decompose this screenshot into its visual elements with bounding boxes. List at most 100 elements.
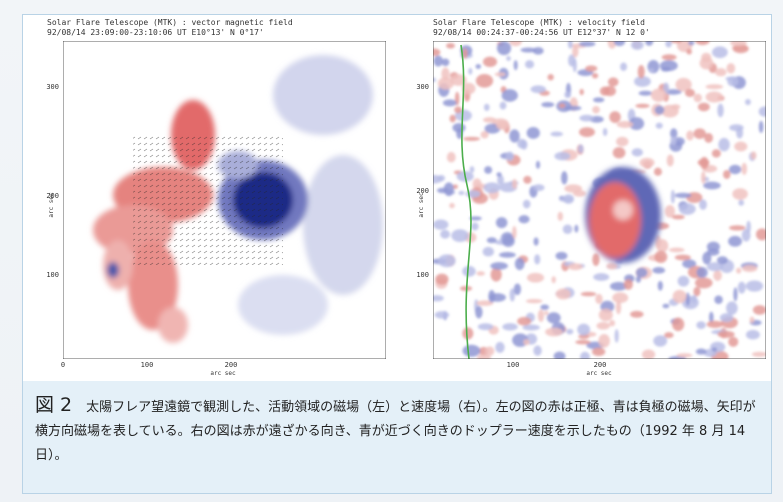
figure-images: Solar Flare Telescope (MTK) : vector mag… [23, 15, 771, 381]
velocity-cell [654, 168, 662, 176]
velocity-cell [579, 115, 594, 122]
velocity-cell [575, 340, 590, 345]
velocity-cell [435, 274, 448, 285]
velocity-cell [574, 225, 578, 233]
velocity-cell [695, 277, 713, 288]
velocity-cell [463, 137, 480, 141]
velocity-cell [616, 137, 628, 147]
velocity-cell [746, 330, 760, 340]
velocity-cell [471, 223, 478, 231]
velocity-cell [592, 347, 605, 356]
velocity-cell [438, 254, 456, 267]
velocity-cell [655, 106, 665, 115]
velocity-cell [670, 136, 676, 145]
velocity-cell [559, 103, 566, 107]
velocity-cell [654, 251, 667, 263]
velocity-cell [534, 254, 540, 264]
caption-box: 図 2太陽フレア望遠鏡で観測した、活動領域の磁場（左）と速度場（右）。左の図の赤… [23, 381, 771, 493]
velocity-cell [635, 104, 649, 108]
velocity-cell [609, 320, 615, 326]
velocity-cell [577, 324, 590, 336]
velocity-cell [704, 133, 713, 143]
velocity-cell [561, 171, 568, 184]
velocity-cell [685, 89, 695, 97]
velocity-cell [506, 152, 514, 162]
velocity-cell [727, 63, 736, 74]
velocity-cell [527, 127, 540, 139]
velocity-cell [723, 170, 731, 179]
velocity-cell [545, 328, 563, 337]
velocity-cell [463, 345, 481, 357]
velocity-cell [734, 142, 747, 152]
velocity-cell [632, 148, 643, 156]
velocity-cell [490, 262, 508, 270]
velocity-cell [730, 40, 747, 47]
spot-ring [585, 167, 661, 263]
velocity-cell [451, 229, 468, 242]
velocity-cell [717, 256, 728, 264]
velocity-cell [526, 299, 543, 303]
velocity-cell [667, 155, 674, 167]
velocity-cell [706, 84, 723, 89]
velocity-cell [617, 121, 633, 128]
velocity-cell [578, 144, 583, 153]
velocity-cell [509, 129, 519, 142]
velocity-cell [517, 317, 531, 326]
velocity-cell [612, 292, 628, 303]
y-tick-label: 200 [416, 187, 429, 195]
velocity-cell [642, 349, 655, 359]
velocity-cell [614, 37, 625, 46]
velocity-cell [745, 99, 751, 105]
velocity-cell [672, 318, 684, 332]
velocity-cell [563, 225, 573, 235]
velocity-cell [483, 57, 497, 67]
velocity-cell [750, 316, 755, 323]
velocity-cell [550, 132, 563, 137]
velocity-cell [496, 172, 501, 176]
velocity-cell [449, 203, 455, 208]
velocity-cell [675, 255, 691, 261]
velocity-cell [454, 106, 462, 113]
velocity-cell [631, 40, 644, 50]
velocity-cell [712, 347, 717, 351]
velocity-cell [497, 41, 511, 55]
velocity-cell [706, 92, 723, 103]
velocity-cell [478, 323, 493, 330]
velocity-cell [446, 43, 455, 49]
velocity-cell [624, 279, 633, 290]
velocity-cell [671, 190, 675, 204]
velocity-cell [662, 304, 669, 309]
velocity-cell [514, 60, 518, 70]
velocity-cell [568, 39, 573, 48]
velocity-cell [595, 294, 602, 304]
velocity-cell [450, 115, 456, 123]
velocity-cell [476, 74, 493, 88]
y-tick-label: 300 [416, 83, 429, 91]
velocity-cell [558, 212, 563, 221]
velocity-cell [428, 49, 440, 57]
velocity-cell [556, 289, 571, 300]
velocity-cell [718, 331, 735, 338]
velocity-cell [697, 267, 708, 278]
velocity-cell [729, 124, 743, 131]
velocity-cell [547, 74, 553, 80]
caption-text: 太陽フレア望遠鏡で観測した、活動領域の磁場（左）と速度場（右）。左の図の赤は正極… [35, 400, 756, 463]
x-tick-label: 200 [225, 361, 238, 369]
velocity-cell [694, 94, 702, 103]
velocity-cell [718, 138, 729, 151]
velocity-cell [533, 47, 544, 55]
velocity-cell [732, 188, 748, 200]
velocity-cell [613, 147, 626, 158]
velocity-cell [664, 332, 674, 338]
velocity-cell [559, 197, 574, 202]
velocity-cell [645, 37, 653, 45]
velocity-cell [447, 152, 456, 163]
velocity-cell [491, 268, 502, 282]
y-tick-label: 100 [416, 271, 429, 279]
velocity-cell [533, 345, 541, 355]
velocity-cell [536, 161, 540, 169]
velocity-cell [717, 104, 723, 118]
velocity-cell [615, 329, 619, 343]
velocity-cell [540, 304, 549, 310]
velocity-cell [533, 184, 545, 191]
